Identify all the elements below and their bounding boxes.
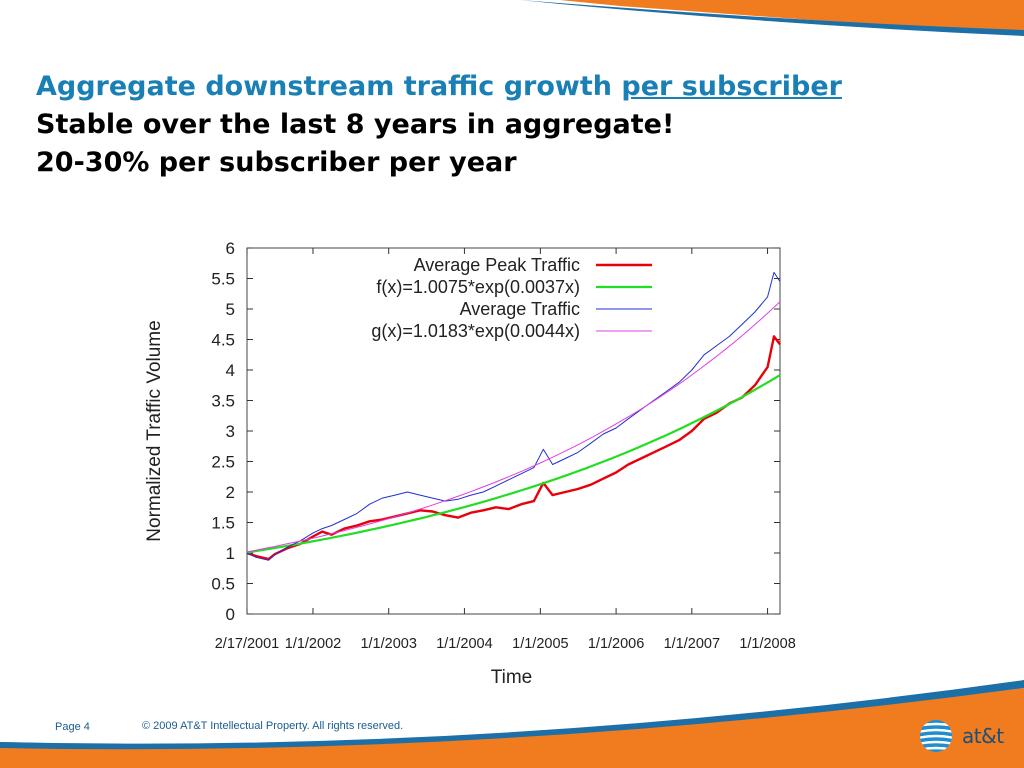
bottom-orange-band (0, 688, 1024, 768)
x-tick-label: 2/17/2001 (215, 636, 280, 652)
att-logo: at&t (918, 714, 1018, 764)
y-tick-label: 1.5 (211, 514, 235, 533)
title-line-3: 20-30% per subscriber per year (36, 147, 517, 178)
top-blue-stripe (520, 0, 1024, 36)
y-tick-label: 0 (226, 605, 235, 624)
x-tick-label: 1/1/2006 (588, 636, 644, 652)
y-tick-label: 2.5 (211, 453, 235, 472)
y-tick-label: 6 (226, 239, 235, 258)
att-globe-icon (920, 720, 952, 752)
y-tick-label: 5 (226, 300, 235, 319)
x-tick-label: 1/1/2004 (436, 636, 492, 652)
legend-label: Average Peak Traffic (414, 255, 580, 275)
att-logo-text: at&t (962, 724, 1004, 748)
y-tick-label: 5.5 (211, 270, 235, 289)
copyright-text: © 2009 AT&T Intellectual Property. All r… (142, 720, 404, 732)
title-line-2: Stable over the last 8 years in aggregat… (36, 109, 675, 140)
series-line-1 (246, 335, 781, 561)
x-axis-label: Time (491, 667, 533, 688)
page-number: Page 4 (55, 721, 90, 733)
x-tick-label: 1/1/2008 (739, 636, 795, 652)
y-tick-label: 0.5 (211, 575, 235, 594)
series-line-2 (246, 374, 781, 554)
series-line-4 (246, 301, 781, 553)
x-tick-label: 1/1/2007 (664, 636, 720, 652)
y-tick-label: 2 (226, 483, 235, 502)
slide-title: Aggregate downstream traffic growth per … (36, 68, 996, 182)
y-tick-label: 4.5 (211, 331, 235, 350)
y-axis-label: Normalized Traffic Volume (144, 320, 165, 541)
bottom-blue-stripe (0, 680, 1024, 750)
y-tick-label: 1 (226, 544, 235, 563)
legend-label: f(x)=1.0075*exp(0.0037x) (376, 277, 580, 297)
x-tick-label: 1/1/2003 (360, 636, 416, 652)
title-line-1: Aggregate downstream traffic growth per … (36, 68, 996, 106)
y-tick-label: 3 (226, 422, 235, 441)
legend-label: g(x)=1.0183*exp(0.0044x) (371, 321, 580, 341)
x-tick-label: 1/1/2002 (285, 636, 341, 652)
legend-label: Average Traffic (460, 299, 580, 319)
y-tick-label: 4 (226, 361, 235, 380)
title-line-1-text: Aggregate downstream traffic growth (36, 71, 622, 102)
per-subscriber-link[interactable]: per subscriber (621, 71, 842, 102)
y-tick-label: 3.5 (211, 392, 235, 411)
x-tick-label: 1/1/2005 (512, 636, 568, 652)
series-line-3 (246, 271, 781, 561)
